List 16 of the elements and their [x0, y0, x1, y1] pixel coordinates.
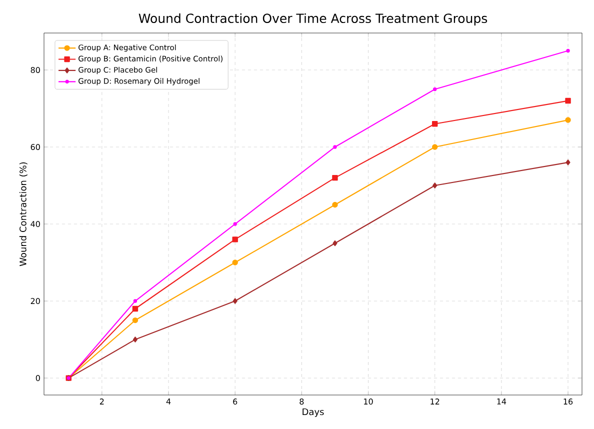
x-tick-label: 8 — [300, 398, 304, 405]
x-tick-label: 6 — [233, 398, 238, 405]
y-tick-label: 60 — [30, 144, 40, 150]
x-axis-title: Days — [302, 408, 324, 417]
chart-title: Wound Contraction Over Time Across Treatment Groups — [138, 13, 488, 26]
x-tick-label: 10 — [364, 398, 373, 405]
y-tick-label: 40 — [30, 220, 40, 228]
x-tick-label: 12 — [430, 398, 440, 404]
x-tick-label: 16 — [564, 398, 573, 405]
y-tick-label: 80 — [30, 66, 40, 73]
x-tick-label: 4 — [166, 398, 171, 404]
y-axis-title: Wound Contraction (%) — [19, 162, 28, 266]
y-tick-label: 0 — [36, 375, 40, 382]
x-tick-label: 2 — [100, 398, 104, 404]
y-tick-label: 20 — [30, 298, 40, 304]
x-tick-label: 14 — [497, 398, 506, 404]
